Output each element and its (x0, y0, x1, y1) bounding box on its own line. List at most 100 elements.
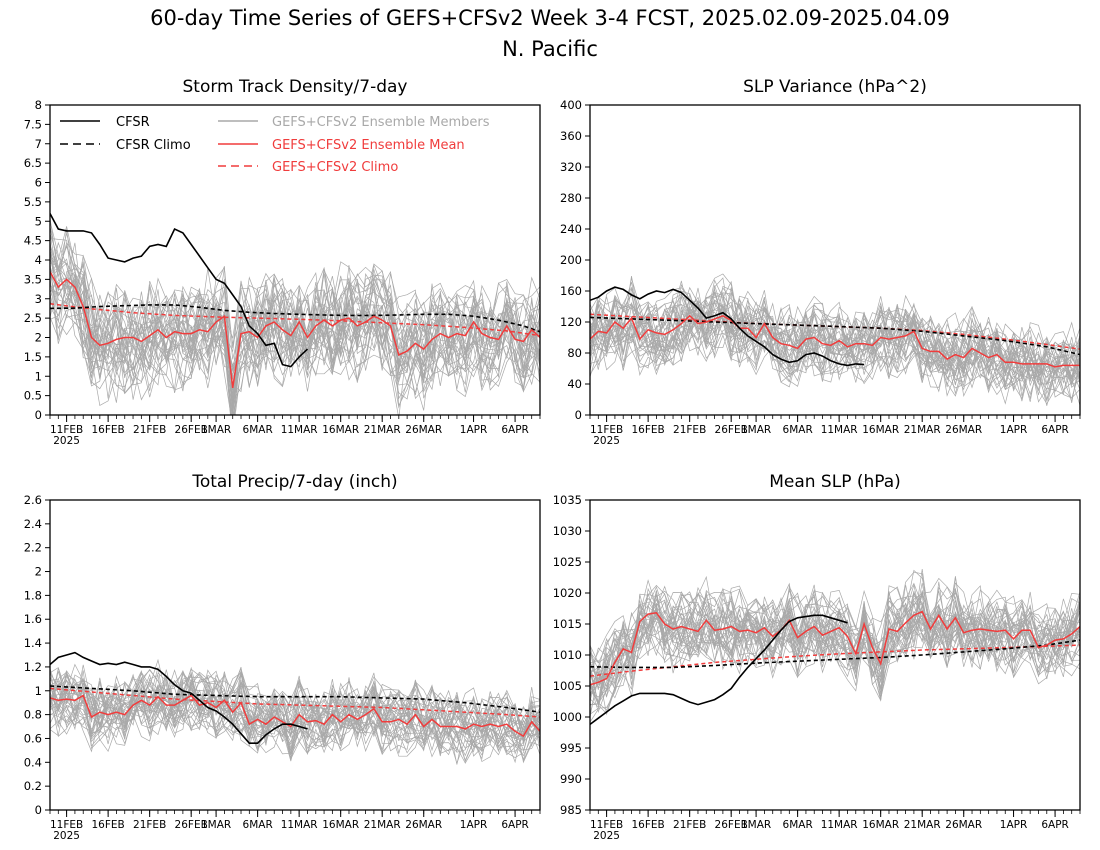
cfsr-climo-line (50, 685, 540, 713)
ensemble-member-line (50, 686, 540, 757)
figure-title-line2: N. Pacific (502, 37, 598, 61)
x-tick-label: 6MAR (243, 819, 273, 831)
x-tick-label: 26FEB (175, 819, 208, 831)
y-tick-label: 4.5 (24, 234, 42, 248)
ensemble-member-line (590, 592, 1080, 684)
ensemble-member-line (590, 571, 1080, 671)
ensemble-member-line (50, 241, 540, 380)
ensemble-member-line (50, 273, 540, 415)
x-tick-label: 21MAR (364, 424, 401, 436)
y-tick-label: 2.5 (24, 311, 42, 325)
y-tick-label: 1020 (553, 586, 582, 600)
ensemble-member-line (50, 668, 540, 739)
x-tick-label: 6MAR (783, 819, 813, 831)
x-tick-label: 11MAR (821, 424, 858, 436)
panel-slp-variance: SLP Variance (hPa^2) 0 40 80 120 160 200 240 28… (560, 77, 1081, 447)
x-tick-label: 21MAR (364, 819, 401, 831)
cfsr-line (50, 651, 308, 745)
gefs-climo-line (590, 644, 1080, 677)
x-tick-label: 16MAR (322, 819, 359, 831)
gefs-climo-line (50, 687, 540, 718)
y-tick-label: 1010 (553, 648, 582, 662)
ensemble-member-line (590, 602, 1080, 705)
x-tick-label: 1APR (1000, 819, 1028, 831)
y-tick-label: 0.2 (24, 779, 42, 793)
y-tick-label: 990 (560, 772, 582, 786)
y-tick-label: 1.2 (24, 660, 42, 674)
ensemble-member-line (590, 316, 1080, 405)
x-tick-label: 1APR (460, 819, 488, 831)
y-tick-label: 80 (567, 346, 582, 360)
y-tick-label: 1 (35, 684, 42, 698)
x-tick-label: 16FEB (92, 424, 125, 436)
y-tick-label: 0 (35, 408, 42, 422)
legend-label-gefs-climo: GEFS+CFSv2 Climo (272, 160, 398, 175)
x-tick-label: 21FEB (133, 819, 166, 831)
y-tick-label: 1.5 (24, 350, 42, 364)
y-tick-label: 3.5 (24, 272, 42, 286)
ensemble-member-line (590, 287, 1080, 379)
x-tick-label: 6MAR (783, 424, 813, 436)
x-tick-label: 26MAR (945, 424, 982, 436)
y-tick-label: 120 (560, 315, 582, 329)
gefs-climo-line (50, 303, 540, 337)
ensemble-member-line (50, 670, 540, 743)
cfsr-line (590, 614, 848, 726)
y-tick-label: 3 (35, 292, 42, 306)
x-tick-label: 11MAR (821, 819, 858, 831)
legend-label-cfsr: CFSR (116, 115, 150, 130)
x-tick-label: 16MAR (322, 424, 359, 436)
x-tick-label: 21MAR (904, 424, 941, 436)
panel-title-mean-slp: Mean SLP (hPa) (769, 472, 901, 492)
x-tick-label: 11MAR (281, 424, 318, 436)
ensemble-member-line (50, 272, 540, 415)
y-tick-label: 1.6 (24, 612, 42, 626)
ensemble-member-line (590, 291, 1080, 384)
y-tick-label: 1005 (553, 679, 582, 693)
x-tick-label: 16MAR (862, 424, 899, 436)
cfsr-climo-line (590, 316, 1080, 356)
x-tick-label: 21FEB (673, 819, 706, 831)
ensemble-mean-line (50, 271, 540, 389)
x-tick-label: 1APR (1000, 424, 1028, 436)
ensemble-member-line (590, 310, 1080, 406)
y-tick-label: 0.4 (24, 755, 42, 769)
x-year-label: 2025 (53, 435, 80, 447)
ensemble-member-line (590, 292, 1080, 393)
x-tick-label: 6APR (501, 424, 529, 436)
y-tick-label: 360 (560, 129, 582, 143)
x-tick-label: 1MAR (741, 424, 771, 436)
ensemble-member-line (590, 586, 1080, 690)
panel-title-storm-track-density: Storm Track Density/7-day (183, 77, 408, 97)
ensemble-mean-line (50, 694, 540, 738)
ensemble-member-line (50, 688, 540, 764)
gefs-climo-line (590, 313, 1080, 350)
ensemble-member-line (50, 670, 540, 741)
x-tick-label: 6APR (1041, 424, 1069, 436)
x-tick-label: 16FEB (632, 424, 665, 436)
ensemble-members (50, 658, 540, 765)
ensemble-member-line (50, 289, 540, 406)
y-tick-label: 0.6 (24, 731, 42, 745)
ensemble-members (590, 569, 1080, 723)
cfsr-line (590, 286, 865, 367)
x-tick-label: 1MAR (201, 819, 231, 831)
ensemble-mean-line (590, 314, 1080, 368)
x-tick-label: 26FEB (715, 819, 748, 831)
x-tick-label: 21FEB (673, 424, 706, 436)
x-tick-label: 16FEB (92, 819, 125, 831)
ensemble-member-line (590, 582, 1080, 703)
panel-title-total-precip: Total Precip/7-day (inch) (191, 472, 397, 492)
y-tick-label: 40 (567, 377, 582, 391)
y-tick-label: 995 (560, 741, 582, 755)
ensemble-member-line (50, 282, 540, 377)
y-tick-label: 1015 (553, 617, 582, 631)
y-tick-label: 1025 (553, 555, 582, 569)
y-tick-label: 8 (35, 98, 42, 112)
ensemble-member-line (590, 569, 1080, 664)
x-tick-label: 1APR (460, 424, 488, 436)
y-tick-label: 4 (35, 253, 42, 267)
cfsr-climo-line (590, 639, 1080, 669)
ensemble-member-line (590, 602, 1080, 716)
x-tick-label: 21MAR (904, 819, 941, 831)
